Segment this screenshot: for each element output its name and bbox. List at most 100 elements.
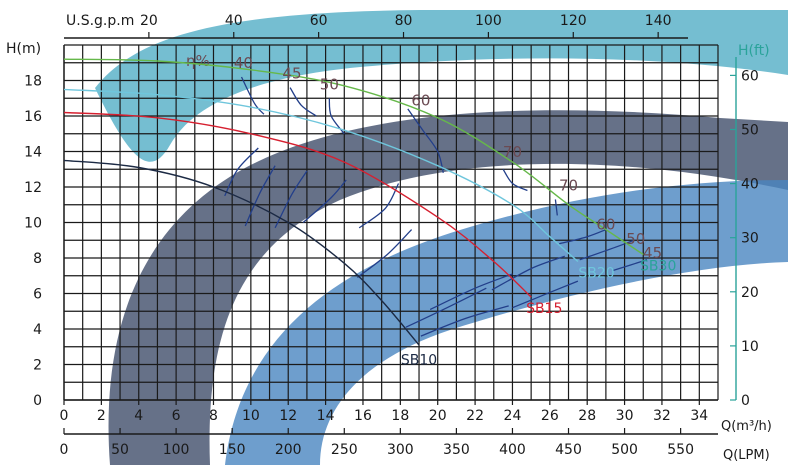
y-tick-label: 6: [33, 287, 42, 303]
efficiency-contour: [559, 228, 607, 245]
efficiency-contour: [429, 273, 513, 311]
efficiency-label: 70: [559, 177, 578, 195]
lpm-tick-label: 100: [163, 442, 190, 458]
efficiency-contour: [302, 179, 347, 223]
gpm-tick-label: 60: [310, 13, 328, 29]
curve-labels: SB10 SB15 SB20 SB30: [401, 258, 676, 368]
efficiency-contour: [358, 183, 400, 229]
y-tick-label: 2: [33, 358, 42, 374]
x-tick-label: 2: [97, 408, 106, 424]
chart-axes: [63, 37, 737, 435]
x-tick-label: 30: [616, 408, 634, 424]
y-tick-label: 12: [24, 180, 42, 196]
efficiency-contour: [240, 76, 265, 115]
y-tick-label: 0: [33, 393, 42, 409]
curve-label-sb15: SB15: [526, 301, 562, 317]
lpm-tick-label: 550: [667, 442, 694, 458]
x-tick-label: 28: [578, 408, 596, 424]
efficiency-label: 60: [596, 216, 615, 234]
y-tick-label: 4: [33, 322, 42, 338]
efficiency-contour: [512, 280, 579, 309]
x-tick-label: 32: [653, 408, 671, 424]
efficiency-contour: [405, 287, 487, 328]
y-tick-label: 16: [24, 109, 42, 125]
ft-tick-label: 10: [741, 339, 759, 355]
lpm-tick-label: 150: [219, 442, 246, 458]
efficiency-label: 40: [234, 54, 253, 72]
efficiency-contour: [274, 170, 308, 229]
efficiency-contour: [554, 199, 558, 216]
lpm-tick-label: 0: [60, 442, 69, 458]
blue-swoosh: [225, 180, 788, 465]
right-axis-title: H(ft): [738, 43, 770, 59]
lpm-tick-label: 400: [499, 442, 526, 458]
y-axis-ticks-ft: 0 10 20 30 40 50 60: [730, 68, 759, 409]
efficiency-contour: [244, 165, 276, 227]
x-axis-ticks-gpm: 20 40 60 80 100 120 140: [140, 13, 672, 38]
efficiency-label: 45: [643, 244, 662, 262]
lpm-tick-label: 450: [555, 442, 582, 458]
lpm-axis-title: Q(LPM): [723, 448, 770, 463]
lpm-tick-label: 500: [611, 442, 638, 458]
efficiency-contour: [407, 108, 444, 173]
curve-sb15: [64, 111, 532, 298]
x-tick-label: 18: [391, 408, 409, 424]
y-tick-label: 10: [24, 216, 42, 232]
lpm-tick-label: 350: [443, 442, 470, 458]
x-tick-label: 24: [504, 408, 522, 424]
curve-label-sb20: SB20: [578, 266, 614, 282]
efficiency-contours: [224, 76, 648, 337]
efficiency-label: 50: [320, 75, 339, 93]
curve-label-sb10: SB10: [401, 353, 437, 369]
gpm-tick-label: 120: [560, 13, 587, 29]
lpm-tick-label: 250: [331, 442, 358, 458]
efficiency-symbol: η%: [186, 52, 210, 70]
x-tick-label: 34: [690, 408, 708, 424]
top-axis-title: U.S.g.p.m: [66, 13, 134, 29]
y-tick-label: 14: [24, 145, 42, 161]
y-tick-label: 8: [33, 251, 42, 267]
ft-tick-label: 40: [741, 177, 759, 193]
x-tick-label: 22: [466, 408, 484, 424]
efficiency-label: 45: [282, 65, 301, 83]
ft-tick-label: 50: [741, 122, 759, 138]
x-tick-label: 4: [134, 408, 143, 424]
gpm-tick-label: 40: [225, 13, 243, 29]
lpm-tick-label: 50: [111, 442, 129, 458]
x-tick-label: 14: [317, 408, 335, 424]
ft-tick-label: 30: [741, 231, 759, 247]
bottom-axis-title: Q(m³/h): [721, 419, 772, 434]
light-blue-swoosh: [95, 10, 788, 162]
y-tick-label: 18: [24, 74, 42, 90]
gpm-tick-label: 80: [395, 13, 413, 29]
efficiency-contour: [579, 239, 635, 261]
x-axis-ticks-lpm: 0 50 100 150 200 250 300 350 400 450 500 550: [60, 428, 694, 458]
efficiency-label: 70: [503, 143, 522, 161]
x-tick-label: 26: [541, 408, 559, 424]
x-tick-label: 0: [60, 408, 69, 424]
background-decoration: [95, 10, 788, 465]
efficiency-contour: [420, 305, 509, 337]
curve-sb20: [64, 88, 579, 263]
lpm-tick-label: 300: [387, 442, 414, 458]
efficiency-contour: [224, 147, 259, 197]
efficiency-contour: [491, 255, 566, 291]
curve-label-sb30: SB30: [640, 258, 676, 274]
efficiency-label: 50: [626, 230, 645, 248]
x-tick-label: 8: [209, 408, 218, 424]
efficiency-label: 60: [411, 91, 430, 109]
ft-tick-label: 60: [741, 68, 759, 84]
efficiency-contour: [289, 87, 317, 117]
x-tick-label: 6: [172, 408, 181, 424]
x-axis-ticks-m3h: 0 2 4 6 8 10 12 14 16 18 20 22 24 26 28 30 32 34: [60, 400, 708, 424]
ft-tick-label: 20: [741, 285, 759, 301]
y-axis-ticks-m: 0 2 4 6 8 10 12 14 16 18: [24, 74, 42, 410]
efficiency-contour: [357, 229, 413, 279]
gpm-tick-label: 140: [645, 13, 672, 29]
ft-tick-label: 0: [741, 393, 750, 409]
pump-curves: [64, 58, 644, 346]
gpm-tick-label: 100: [475, 13, 502, 29]
chart-grid: [63, 44, 719, 401]
